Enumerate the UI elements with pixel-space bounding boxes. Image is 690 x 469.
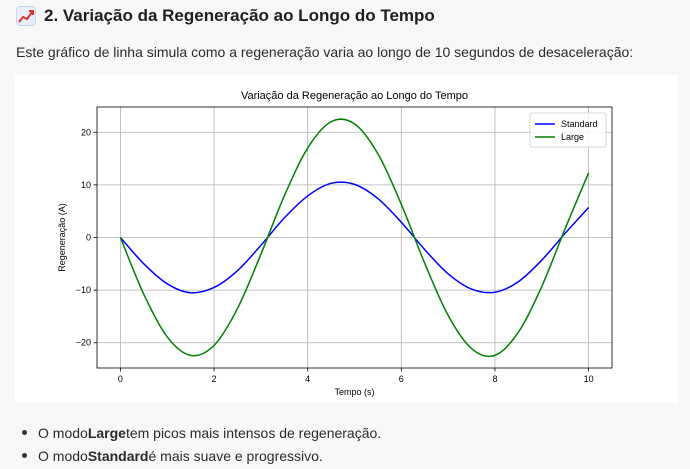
series-line-standard [119,181,590,294]
bullet-bold: Large [87,424,126,441]
x-tick-label: 0 [118,374,123,384]
legend-box [529,112,607,148]
x-tick-label: 6 [399,374,404,384]
bullet-item: O modo Large tem picos mais intensos de … [18,421,381,444]
intro-text: Este gráfico de linha simula como a rege… [16,44,634,60]
bullet-prefix: O modo [38,424,88,441]
x-axis-label: Tempo (s) [334,387,374,397]
bullet-dot [22,453,27,458]
bullet-suffix: tem picos mais intensos de regeneração. [125,424,382,441]
chart-title: Variação da Regeneração ao Longo do Temp… [241,90,468,102]
bullet-bold: Standard [87,447,149,464]
bullet-list: O modo Large tem picos mais intensos de … [18,421,381,467]
section-heading: 2. Variação da Regeneração ao Longo do T… [16,6,435,26]
chart-legend: Standard Large [529,112,607,148]
y-tick-label: 20 [81,127,91,137]
chart-figure: 0 2 4 6 8 10 −20 −10 0 10 20 Variação da Regeneraç… [15,75,678,403]
line-chart: 0 2 4 6 8 10 −20 −10 0 10 20 Variação da Regeneraç… [57,90,613,397]
y-tick-label: −10 [76,285,91,295]
legend-label: Large [561,132,584,142]
chart-increasing-icon [16,6,36,26]
y-axis-label: Regeneração (A) [57,203,67,272]
x-tick-label: 8 [492,374,497,384]
y-tick-label: 10 [81,180,91,190]
section-title: 2. Variação da Regeneração ao Longo do T… [44,6,435,25]
legend-label: Standard [561,119,598,129]
y-tick-label: 0 [86,233,91,243]
bullet-prefix: O modo [38,447,88,464]
x-tick-label: 4 [305,374,310,384]
series-line-large [119,118,590,358]
bullet-suffix: é mais suave e progressivo. [148,447,323,464]
plot-area-frame [96,106,613,369]
x-tick-label: 10 [584,374,594,384]
bullet-dot [22,430,27,435]
bullet-item: O modo Standard é mais suave e progressi… [18,444,381,467]
x-tick-label: 2 [212,374,217,384]
y-tick-label: −20 [76,338,91,348]
